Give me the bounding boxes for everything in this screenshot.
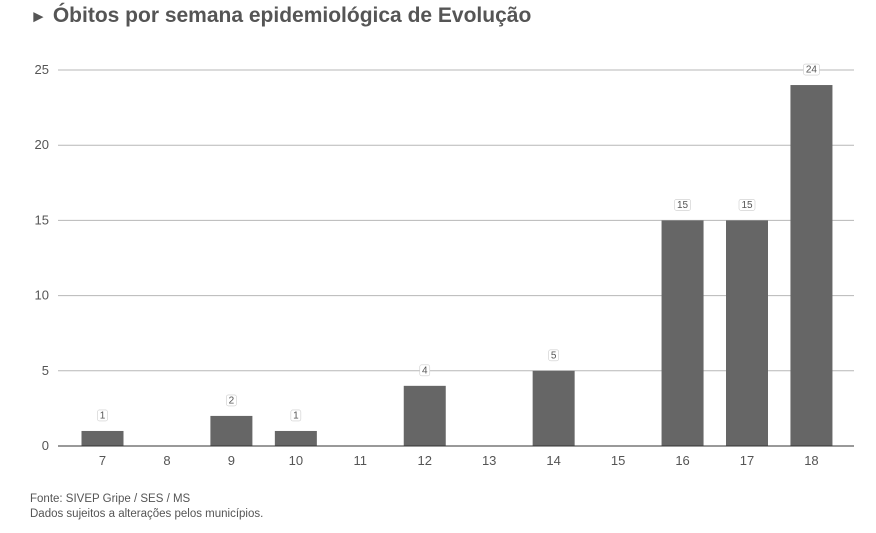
bar-week-9 bbox=[210, 415, 253, 446]
y-tick-label: 25 bbox=[35, 62, 49, 77]
x-tick-label: 18 bbox=[804, 453, 818, 468]
data-label-week-12: 4 bbox=[419, 364, 431, 377]
data-label-text: 24 bbox=[806, 65, 818, 76]
data-label-text: 15 bbox=[741, 200, 753, 211]
data-label-box bbox=[803, 63, 820, 76]
data-label-week-16: 15 bbox=[674, 199, 691, 211]
chart-title-text: Óbitos por semana epidemiológica de Evol… bbox=[52, 4, 532, 27]
data-label-week-18: 24 bbox=[803, 63, 820, 76]
data-label-text: 2 bbox=[229, 395, 235, 406]
x-tick-label: 10 bbox=[289, 453, 303, 468]
data-label-box bbox=[674, 199, 691, 211]
data-label-text: 5 bbox=[551, 350, 557, 361]
bar-week-18 bbox=[790, 85, 833, 446]
data-label-week-7: 1 bbox=[97, 409, 108, 422]
data-label-week-10: 1 bbox=[290, 409, 302, 422]
x-tick-label: 16 bbox=[675, 453, 689, 468]
y-tick-label: 10 bbox=[35, 288, 49, 303]
data-labels: 1 2 1 4 5 15 15 24 bbox=[97, 63, 820, 422]
grid-lines bbox=[58, 69, 854, 372]
bar-week-10 bbox=[274, 430, 317, 446]
disclaimer-note: Dados sujeitos a alterações pelos municí… bbox=[30, 508, 264, 520]
x-tick-label: 17 bbox=[740, 453, 754, 468]
y-axis-tick-labels: 0 5 10 15 20 25 bbox=[35, 62, 49, 453]
x-axis-tick-labels: 7 8 9 10 11 12 13 14 15 16 17 18 bbox=[99, 453, 819, 468]
bar-week-14 bbox=[532, 370, 575, 446]
data-label-text: 4 bbox=[422, 365, 428, 376]
x-tick-label: 14 bbox=[546, 453, 560, 468]
y-tick-label: 20 bbox=[35, 137, 49, 152]
x-tick-label: 12 bbox=[418, 453, 432, 468]
bar-week-16 bbox=[661, 220, 704, 446]
triangle-marker-icon: ► bbox=[30, 7, 47, 26]
data-label-box bbox=[419, 364, 431, 377]
data-label-week-17: 15 bbox=[738, 199, 756, 211]
data-label-text: 1 bbox=[100, 410, 106, 421]
data-label-box bbox=[290, 409, 302, 422]
y-tick-label: 0 bbox=[42, 438, 49, 453]
data-label-text: 15 bbox=[677, 200, 689, 211]
x-tick-label: 13 bbox=[482, 453, 496, 468]
x-tick-label: 9 bbox=[228, 453, 235, 468]
x-tick-label: 15 bbox=[611, 453, 625, 468]
data-label-text: 1 bbox=[293, 410, 299, 421]
footer: Fonte: SIVEP Gripe / SES / MS Dados suje… bbox=[30, 492, 263, 522]
y-tick-label: 15 bbox=[35, 212, 49, 227]
bar-week-17 bbox=[726, 220, 768, 446]
chart-title: ► Óbitos por semana epidemiológica de Evo… bbox=[30, 4, 531, 28]
y-tick-label: 5 bbox=[42, 363, 49, 378]
bar-week-12 bbox=[403, 385, 446, 446]
data-label-week-14: 5 bbox=[548, 349, 559, 362]
data-label-box bbox=[738, 199, 756, 211]
bars bbox=[81, 85, 833, 446]
data-label-box bbox=[97, 409, 108, 422]
data-label-box bbox=[226, 394, 237, 407]
bar-week-7 bbox=[81, 430, 124, 446]
x-tick-label: 7 bbox=[99, 453, 106, 468]
data-label-box bbox=[548, 349, 559, 362]
x-tick-label: 11 bbox=[354, 453, 368, 468]
source-note: Fonte: SIVEP Gripe / SES / MS bbox=[30, 493, 191, 505]
x-tick-label: 8 bbox=[163, 453, 170, 468]
data-label-week-9: 2 bbox=[226, 394, 237, 407]
